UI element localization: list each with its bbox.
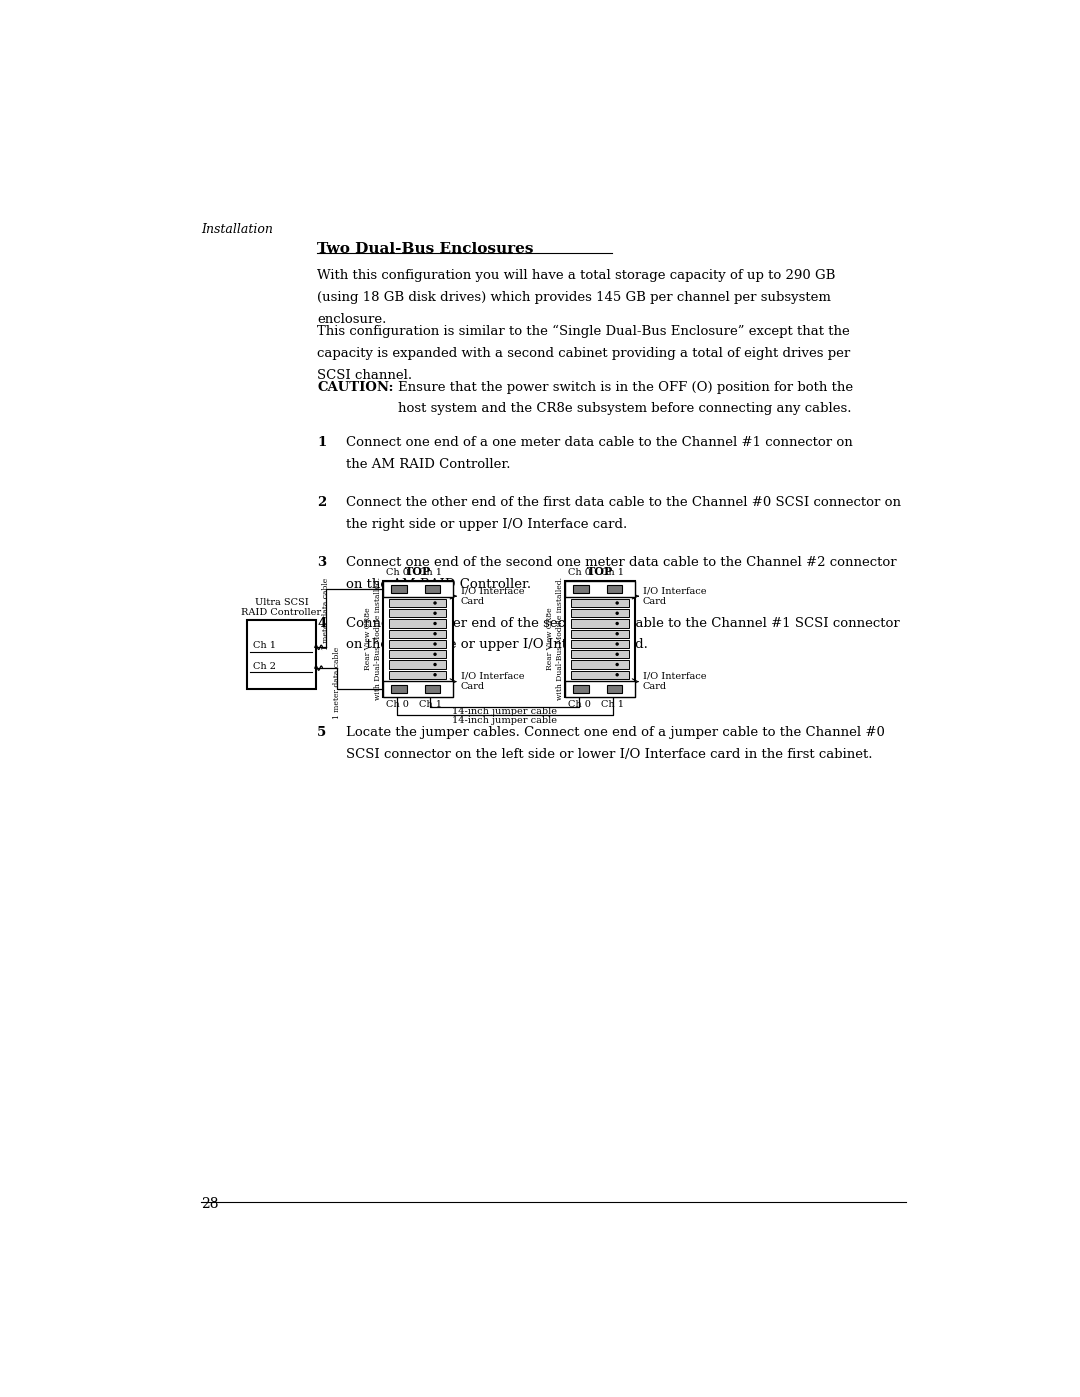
Bar [389, 661, 446, 669]
Text: 1: 1 [318, 436, 326, 450]
Text: Ch 1: Ch 1 [602, 700, 624, 708]
Circle shape [617, 673, 618, 676]
Text: 4: 4 [318, 616, 326, 630]
Circle shape [434, 664, 436, 665]
Bar [571, 671, 629, 679]
Bar [391, 685, 407, 693]
Text: Ch 1: Ch 1 [253, 641, 275, 651]
Text: SCSI connector on the left side or lower I/O Interface card in the first cabinet: SCSI connector on the left side or lower… [346, 747, 873, 761]
Bar [565, 581, 635, 597]
Text: 1 meter data cable: 1 meter data cable [323, 578, 330, 651]
Bar [389, 640, 446, 648]
Circle shape [434, 633, 436, 634]
Text: Ch 0: Ch 0 [568, 700, 591, 708]
Bar [607, 685, 622, 693]
Bar [391, 584, 407, 594]
Text: Ch 1: Ch 1 [419, 569, 442, 577]
Text: 14-inch jumper cable: 14-inch jumper cable [453, 715, 557, 725]
Bar [571, 630, 629, 638]
Text: Ch 0: Ch 0 [386, 569, 408, 577]
Bar [389, 650, 446, 658]
Circle shape [434, 623, 436, 624]
Text: on the AM RAID Controller.: on the AM RAID Controller. [346, 578, 531, 591]
Text: Rear View CR8e
with Dual-Bus Module installed.: Rear View CR8e with Dual-Bus Module inst… [546, 577, 564, 700]
Text: Connect one end of the second one meter data cable to the Channel #2 connector: Connect one end of the second one meter … [346, 556, 896, 570]
Circle shape [617, 623, 618, 624]
Text: host system and the CR8e subsystem before connecting any cables.: host system and the CR8e subsystem befor… [399, 402, 852, 415]
Text: RAID Controller: RAID Controller [242, 608, 322, 616]
Text: Ensure that the power switch is in the OFF (O) position for both the: Ensure that the power switch is in the O… [399, 381, 853, 394]
Bar [389, 671, 446, 679]
Bar [571, 619, 629, 627]
Text: (using 18 GB disk drives) which provides 145 GB per channel per subsystem: (using 18 GB disk drives) which provides… [318, 291, 831, 305]
Text: 5: 5 [318, 726, 326, 739]
Text: Ultra SCSI: Ultra SCSI [255, 598, 309, 608]
Text: Connect one end of a one meter data cable to the Channel #1 connector on: Connect one end of a one meter data cabl… [346, 436, 852, 450]
Bar [383, 581, 453, 597]
Text: Connect the other end of the first data cable to the Channel #0 SCSI connector o: Connect the other end of the first data … [346, 496, 901, 510]
Text: I/O Interface
Card: I/O Interface Card [643, 587, 706, 606]
Circle shape [434, 612, 436, 615]
Circle shape [434, 654, 436, 655]
Text: TOP: TOP [586, 566, 613, 577]
Bar [389, 630, 446, 638]
Text: I/O Interface
Card: I/O Interface Card [460, 587, 524, 606]
Bar [424, 584, 441, 594]
Circle shape [434, 643, 436, 645]
Bar [571, 609, 629, 617]
Bar [424, 685, 441, 693]
Circle shape [617, 664, 618, 665]
Text: With this configuration you will have a total storage capacity of up to 290 GB: With this configuration you will have a … [318, 270, 836, 282]
Text: Ch 0: Ch 0 [568, 569, 591, 577]
Text: Installation: Installation [201, 224, 273, 236]
Bar [389, 599, 446, 608]
Circle shape [617, 612, 618, 615]
Text: Rear View CR8e
with Dual-Bus Module installed.: Rear View CR8e with Dual-Bus Module inst… [364, 577, 381, 700]
Bar [565, 581, 635, 697]
Bar [383, 581, 453, 697]
Text: This configuration is similar to the “Single Dual-Bus Enclosure” except that the: This configuration is similar to the “Si… [318, 324, 850, 338]
Bar [573, 584, 589, 594]
Text: 28: 28 [201, 1197, 218, 1211]
Text: 3: 3 [318, 556, 326, 570]
Text: the right side or upper I/O Interface card.: the right side or upper I/O Interface ca… [346, 518, 627, 531]
Text: 2: 2 [318, 496, 326, 510]
Text: TOP: TOP [405, 566, 431, 577]
Text: capacity is expanded with a second cabinet providing a total of eight drives per: capacity is expanded with a second cabin… [318, 346, 850, 359]
Circle shape [617, 633, 618, 634]
Bar [571, 640, 629, 648]
Bar [565, 682, 635, 697]
Circle shape [617, 643, 618, 645]
Bar [571, 661, 629, 669]
Text: SCSI channel.: SCSI channel. [318, 369, 413, 381]
Text: I/O Interface
Card: I/O Interface Card [460, 672, 524, 692]
Circle shape [617, 654, 618, 655]
Bar [573, 685, 589, 693]
Text: Two Dual-Bus Enclosures: Two Dual-Bus Enclosures [318, 242, 534, 256]
Circle shape [434, 602, 436, 604]
Text: 14-inch jumper cable: 14-inch jumper cable [453, 707, 557, 717]
Text: I/O Interface
Card: I/O Interface Card [643, 672, 706, 692]
Text: Ch 2: Ch 2 [253, 662, 275, 671]
Text: Ch 1: Ch 1 [602, 569, 624, 577]
Text: Locate the jumper cables. Connect one end of a jumper cable to the Channel #0: Locate the jumper cables. Connect one en… [346, 726, 885, 739]
Bar [571, 650, 629, 658]
Text: Ch 1: Ch 1 [419, 700, 442, 708]
Circle shape [434, 673, 436, 676]
Text: on the right side or upper I/O Interface card.: on the right side or upper I/O Interface… [346, 638, 648, 651]
Bar [607, 584, 622, 594]
Bar [571, 599, 629, 608]
Bar [247, 620, 315, 689]
Bar [389, 609, 446, 617]
Text: Connect the other end of the second data cable to the Channel #1 SCSI connector: Connect the other end of the second data… [346, 616, 900, 630]
Text: enclosure.: enclosure. [318, 313, 387, 326]
Circle shape [617, 602, 618, 604]
Bar [389, 619, 446, 627]
Text: 1 meter data cable: 1 meter data cable [334, 647, 341, 718]
Bar [383, 682, 453, 697]
Text: CAUTION:: CAUTION: [318, 381, 393, 394]
Text: Ch 0: Ch 0 [386, 700, 408, 708]
Text: the AM RAID Controller.: the AM RAID Controller. [346, 458, 511, 471]
